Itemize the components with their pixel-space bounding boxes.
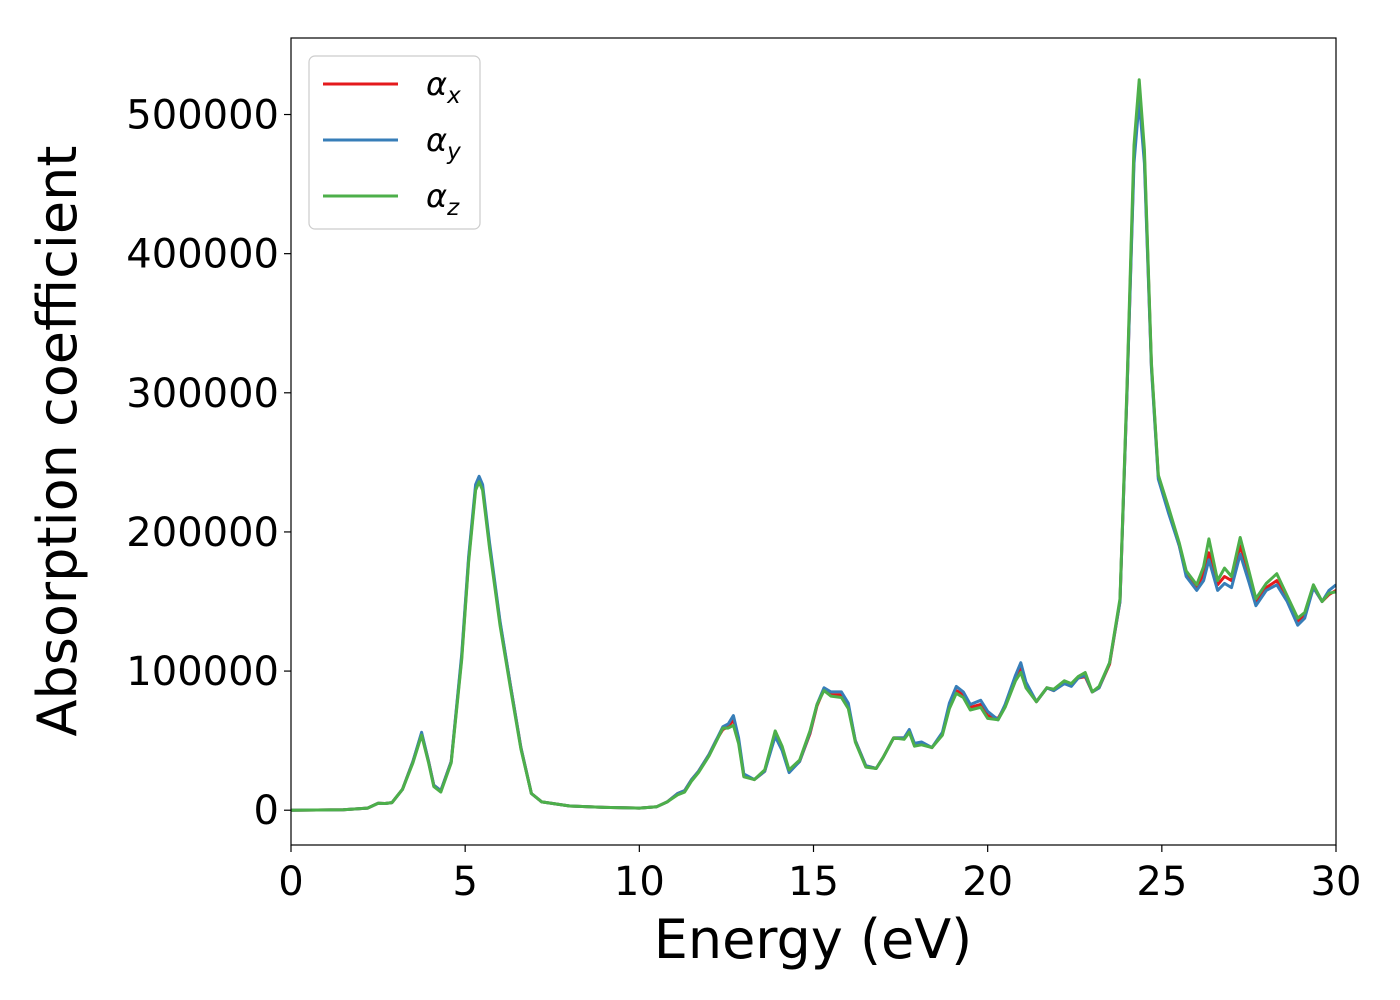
legend-label-x: αx [426, 65, 461, 109]
y-tick-label: 300000 [126, 371, 279, 417]
x-tick-label: 20 [962, 859, 1013, 905]
legend-box [308, 55, 481, 230]
legend-label-z: αz [426, 177, 460, 221]
x-tick-label: 5 [452, 859, 477, 905]
x-tick-label: 30 [1311, 859, 1362, 905]
legend-label-y: αy [426, 121, 461, 165]
y-tick-label: 200000 [126, 510, 279, 556]
y-tick-label: 100000 [126, 649, 279, 695]
series-line-z [291, 78, 1336, 812]
y-tick-label: 400000 [126, 232, 279, 278]
axes-layer: 0 5 10 15 20 25 30 0 100000 200000 300000 400000 500… [126, 37, 1362, 905]
x-tick-label: 10 [614, 859, 665, 905]
legend: αx αy αz [308, 55, 481, 230]
x-tick-label: 15 [788, 859, 839, 905]
series-layer [291, 78, 1336, 812]
y-tick-label: 500000 [126, 93, 279, 139]
x-tick-label: 0 [278, 859, 303, 905]
x-tick-label: 25 [1136, 859, 1187, 905]
y-tick-label: 0 [254, 788, 279, 834]
x-axis-title: Energy (eV) [654, 908, 973, 971]
y-axis-title: Absorption coefficient [26, 146, 89, 737]
